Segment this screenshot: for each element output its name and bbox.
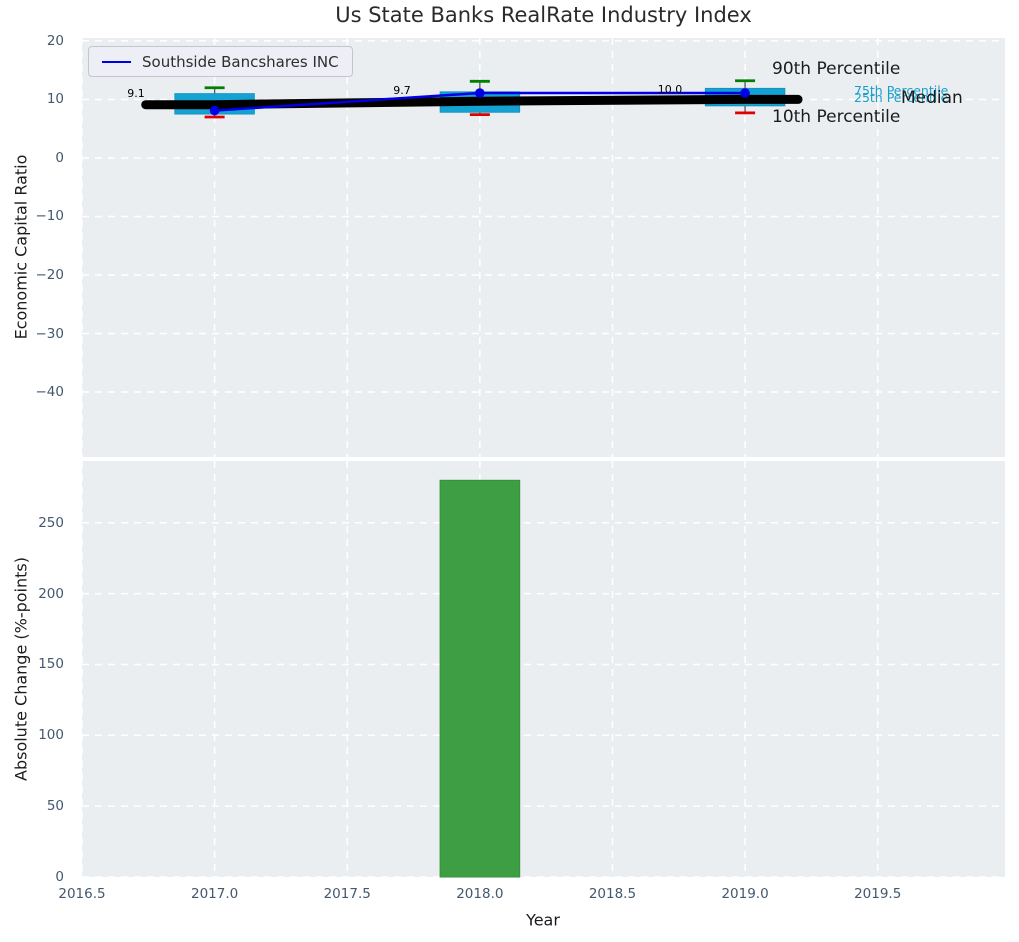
- top-y-tick-label: −20: [35, 267, 65, 283]
- x-tick-label: 2018.5: [588, 886, 637, 902]
- company-marker-2017: [209, 105, 220, 116]
- legend: Southside Bancshares INC: [88, 46, 353, 77]
- x-tick-label: 2017.0: [190, 886, 239, 902]
- top-y-axis-label: Economic Capital Ratio: [11, 154, 31, 340]
- x-tick-label: 2019.5: [854, 886, 902, 902]
- bar-2018: [439, 479, 521, 878]
- annotation-90th-percentile: 90th Percentile: [772, 59, 901, 79]
- top-y-tick-label: −30: [35, 325, 65, 342]
- annotation-25th-percentile: 25th Percentile: [854, 90, 949, 105]
- annotation-10th-percentile: 10th Percentile: [772, 107, 901, 127]
- bottom-y-tick-label: 250: [38, 514, 64, 531]
- bottom-y-tick-label: 100: [38, 727, 64, 744]
- legend-line-sample-icon: [102, 60, 131, 63]
- x-tick-label: 2017.5: [323, 886, 371, 902]
- top-y-tick-label: 0: [55, 149, 64, 166]
- bottom-y-tick-label: 0: [55, 869, 64, 885]
- x-axis-label: Year: [526, 910, 560, 930]
- annotation-median: Median: [901, 88, 963, 108]
- chart-title: Us State Banks RealRate Industry Index: [335, 3, 752, 27]
- x-tick-label: 2019.0: [721, 886, 769, 902]
- top-y-tick-label: −40: [35, 384, 65, 401]
- bottom-y-tick-label: 200: [38, 585, 64, 602]
- bottom-y-tick-label: 150: [38, 656, 64, 673]
- top-y-tick-label: 10: [46, 91, 64, 108]
- x-tick-label: 2018.0: [456, 886, 504, 902]
- median-value-label-2018: 9.7: [393, 84, 411, 97]
- bottom-plot-area: [82, 461, 1005, 877]
- company-marker-2019: [740, 88, 750, 98]
- median-line: [141, 94, 803, 110]
- median-value-label-2017: 9.1: [127, 87, 145, 100]
- company-marker-2018: [475, 88, 485, 98]
- median-value-label-2019: 10.0: [657, 83, 683, 96]
- x-tick-label: 2016.5: [58, 886, 106, 902]
- annotation-75th-percentile: 75th Percentile: [854, 83, 949, 98]
- bottom-y-tick-label: 50: [46, 798, 64, 815]
- top-y-tick-label: −10: [35, 208, 65, 225]
- legend-label: Southside Bancshares INC: [142, 52, 339, 71]
- top-y-tick-label: 20: [46, 32, 64, 49]
